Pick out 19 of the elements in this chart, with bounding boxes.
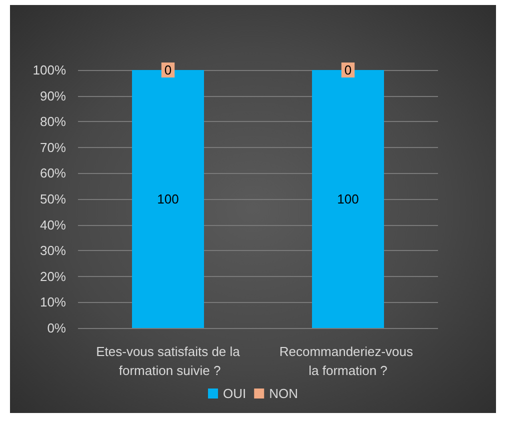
y-tick-label: 90%	[40, 88, 66, 104]
y-tick-label: 40%	[40, 217, 66, 232]
y-tick-label: 100%	[32, 62, 66, 78]
data-label: 100	[157, 192, 179, 206]
legend-label: OUI	[223, 386, 246, 401]
y-tick-label: 20%	[40, 268, 66, 284]
x-tick-label: Etes-vous satisfaits de la formation suivie ?	[96, 344, 241, 378]
data-label: 0	[344, 62, 352, 78]
y-tick-label: 70%	[40, 140, 66, 155]
x-tick-label: Recommanderiez-vous la formation ?	[279, 344, 417, 378]
y-tick-label: 50%	[40, 192, 66, 206]
y-tick-label: 0%	[47, 320, 66, 336]
y-tick-label: 10%	[40, 294, 66, 310]
data-label: 100	[337, 192, 359, 206]
legend-label: NON	[269, 386, 298, 401]
y-tick-label: 60%	[40, 166, 66, 181]
y-tick-label: 30%	[40, 243, 66, 258]
y-tick-label: 80%	[40, 114, 66, 130]
data-label: 0	[164, 62, 172, 78]
